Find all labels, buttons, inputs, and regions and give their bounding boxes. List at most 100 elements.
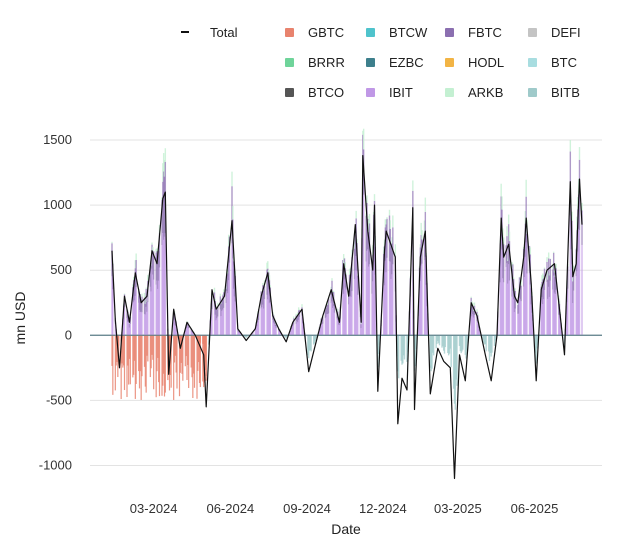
bar-outflow <box>378 335 381 345</box>
bar-gbtc <box>191 335 193 378</box>
bar-ibit <box>296 320 298 336</box>
bar-arkb <box>356 239 358 243</box>
bar-outflow <box>491 335 493 353</box>
bar-fbtc <box>383 246 386 286</box>
bar-ibit <box>222 309 224 336</box>
bar-fbtc <box>552 269 554 290</box>
bar-ibit <box>372 261 375 336</box>
bar-outflow <box>442 335 445 351</box>
bar-fbtc <box>297 314 299 323</box>
bar-outflow <box>441 335 443 348</box>
bar-outflow <box>447 335 449 354</box>
bar-ibit <box>349 295 352 336</box>
bar-fbtc <box>572 281 574 304</box>
bar-ibit <box>367 249 369 336</box>
bar-outflow <box>465 335 467 359</box>
bar-gbtc <box>127 335 129 366</box>
bar-ibit <box>559 319 562 336</box>
bar-ibit <box>578 230 581 336</box>
bar-outflow <box>460 335 462 354</box>
bar-fbtc <box>222 292 225 308</box>
bar-ibit <box>511 296 513 336</box>
bar-outflow <box>430 335 432 372</box>
bar-gbtc <box>178 335 181 397</box>
bar-outflow <box>397 335 399 372</box>
bar-fbtc <box>472 310 475 318</box>
bar-fbtc <box>266 269 268 295</box>
bar-fbtc <box>232 261 235 289</box>
y-tick-label: 0 <box>65 327 72 342</box>
bar-fbtc <box>146 301 148 312</box>
y-tick-label: 1000 <box>43 197 72 212</box>
bar-arkb <box>128 322 131 324</box>
bar-arkb <box>164 148 167 162</box>
bar-fbtc <box>522 248 525 287</box>
bar-fbtc <box>274 322 277 327</box>
bar-ibit <box>137 302 140 336</box>
bar-ibit <box>386 257 388 336</box>
bar-gbtc <box>112 335 114 395</box>
bar-fbtc <box>511 268 513 297</box>
bar-arkb <box>508 231 511 242</box>
bar-ibit <box>543 289 546 336</box>
bar-ibit <box>158 267 161 336</box>
bar-fbtc <box>391 243 393 275</box>
bar-ibit <box>225 303 227 336</box>
x-tick-label: 09-2024 <box>283 501 331 516</box>
bar-fbtc <box>390 246 392 279</box>
bar-ibit <box>547 298 549 336</box>
bar-ibit <box>419 281 422 336</box>
bar-ibit <box>549 280 552 336</box>
bar-ibit <box>572 303 574 336</box>
bar-outflow <box>407 335 409 353</box>
bar-fbtc <box>137 291 140 303</box>
bar-fbtc <box>297 310 300 320</box>
bar-fbtc <box>517 298 520 314</box>
bar-ibit <box>211 309 213 336</box>
bar-arkb <box>163 159 166 177</box>
bar-ibit <box>251 333 253 336</box>
bar-arkb <box>348 269 351 276</box>
bar-ibit <box>569 215 572 336</box>
bar-arkb <box>355 210 357 219</box>
bar-ibit <box>133 300 136 336</box>
bar-ibit <box>356 270 358 336</box>
bar-ibit <box>298 316 301 336</box>
bar-fbtc <box>275 324 277 328</box>
bar-ibit <box>581 244 583 336</box>
legend-item-arkb: ARKB <box>445 82 503 102</box>
bar-gbtc <box>139 335 141 372</box>
bar-ibit <box>373 234 376 336</box>
bar-fbtc <box>135 260 137 288</box>
bar-fbtc <box>523 249 526 278</box>
bar-ibit <box>325 317 327 336</box>
y-tick-label: -500 <box>46 392 72 407</box>
bar-gbtc <box>150 335 152 369</box>
bar-arkb <box>578 147 581 160</box>
bar-ibit <box>507 283 509 336</box>
bar-ibit <box>355 255 357 336</box>
bar-fbtc <box>155 252 157 285</box>
bar-fbtc <box>226 275 228 292</box>
bar-arkb <box>162 163 164 182</box>
bar-fbtc <box>324 310 327 319</box>
bar-arkb <box>187 321 189 323</box>
bar-ibit <box>266 294 268 336</box>
bar-arkb <box>135 253 137 261</box>
bar-fbtc <box>263 286 266 299</box>
bar-ibit <box>190 330 192 336</box>
bar-gbtc <box>146 335 148 356</box>
bar-outflow <box>464 335 467 355</box>
bar-gbtc <box>162 335 164 386</box>
bar-arkb <box>476 309 478 312</box>
bar-ibit <box>553 292 556 336</box>
bar-ibit <box>217 316 219 336</box>
bar-arkb <box>349 268 352 275</box>
bar-arkb <box>266 262 268 270</box>
bar-arkb <box>517 302 519 305</box>
bar-arkb <box>143 292 146 298</box>
bar-outflow <box>435 335 437 349</box>
bar-arkb <box>524 211 527 224</box>
bar-gbtc <box>163 335 165 374</box>
bar-ibit <box>371 293 373 336</box>
